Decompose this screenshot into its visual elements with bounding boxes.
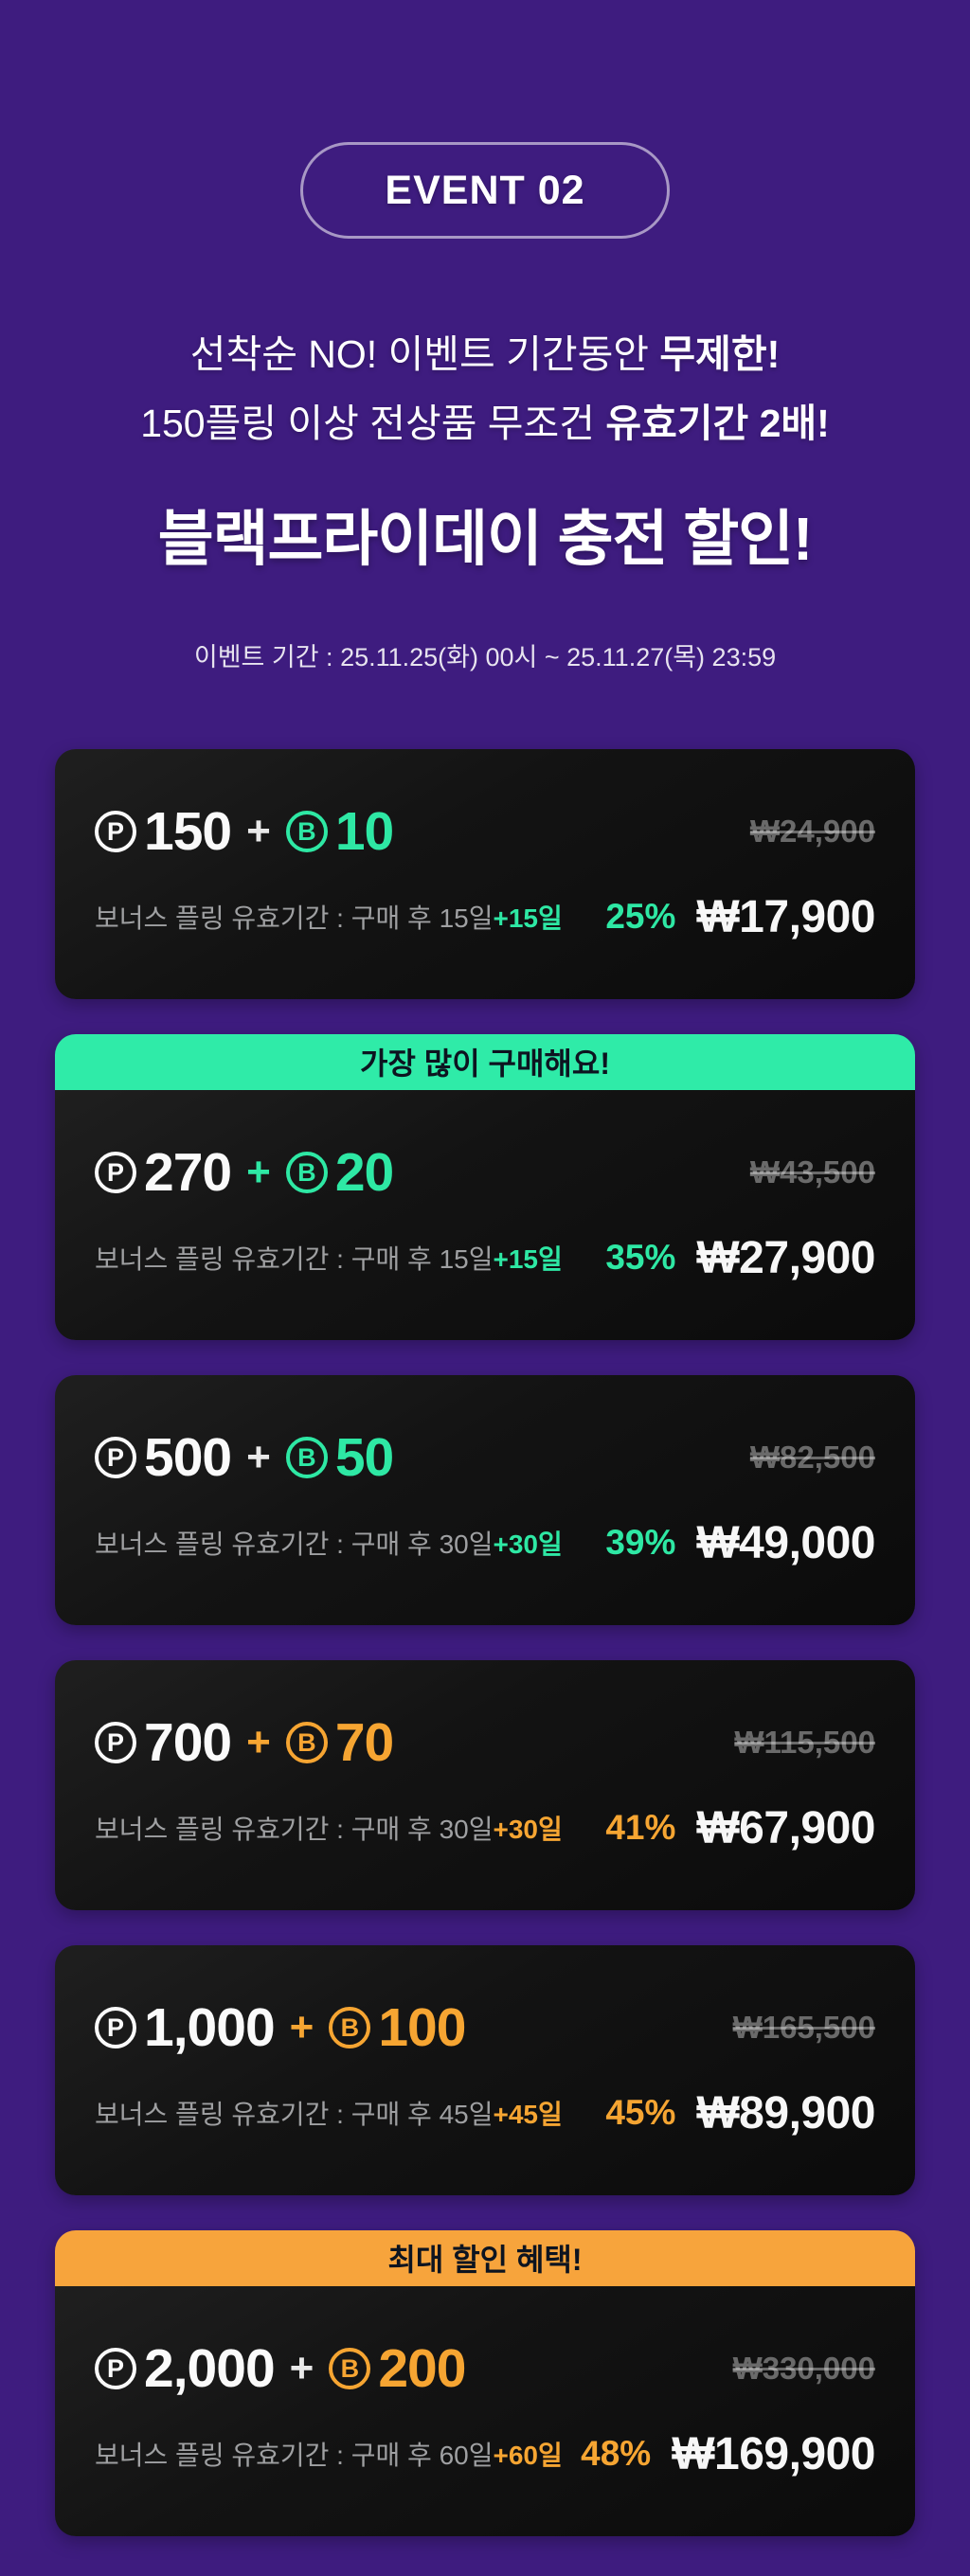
subtitle-line1: 선착순 NO! 이벤트 기간동안 무제한!	[189, 332, 781, 376]
max-discount-badge: 최대 할인 혜택!	[55, 2229, 915, 2286]
package-amounts: P 1,000 + B 100	[95, 1996, 466, 2058]
plus-sign: +	[246, 1719, 271, 1766]
plus-sign: +	[246, 1434, 271, 1481]
original-price: ₩330,000	[732, 2351, 875, 2387]
point-amount: 700	[144, 1711, 232, 1773]
plus-sign: +	[246, 808, 271, 855]
subtitle-line2: 150플링 이상 전상품 무조건 유효기간 2배!	[140, 401, 830, 445]
package-amounts: P 500 + B 50	[95, 1426, 394, 1488]
package-amounts: P 2,000 + B 200	[95, 2337, 466, 2399]
bonus-coin-icon: B	[285, 1152, 328, 1194]
point-coin-icon: P	[95, 811, 136, 853]
point-amount: 2,000	[144, 2337, 276, 2399]
package-amounts: P 270 + B 20	[95, 1141, 394, 1203]
plus-sign: +	[289, 2004, 314, 2051]
product-card-1000[interactable]: P 1,000 + B 100 ₩165,500 보너스 플링 유효기간 : 구…	[55, 1944, 915, 2195]
sale-price: ₩169,900	[672, 2428, 875, 2479]
original-price: ₩82,500	[749, 1440, 875, 1476]
validity-note: 보너스 플링 유효기간 : 구매 후 60일+60일	[95, 2441, 563, 2471]
deal-price-group: 35% ₩27,900	[605, 1232, 875, 1284]
bonus-amount: 10	[334, 800, 394, 862]
point-coin-icon: P	[95, 2007, 136, 2049]
deal-price-group: 25% ₩17,900	[605, 891, 875, 943]
point-coin-icon: P	[95, 1437, 136, 1479]
bonus-coin-icon: B	[285, 1437, 328, 1479]
validity-bonus: +30일	[493, 1815, 563, 1845]
sale-price: ₩67,900	[696, 1802, 875, 1853]
point-coin-icon: P	[95, 2348, 136, 2390]
deal-price-group: 48% ₩169,900	[581, 2428, 875, 2480]
validity-note: 보너스 플링 유효기간 : 구매 후 15일+15일	[95, 1244, 563, 1275]
bonus-amount: 50	[334, 1426, 394, 1488]
discount-percent: 39%	[605, 1523, 676, 1563]
original-price: ₩24,900	[749, 814, 875, 850]
plus-sign: +	[289, 2345, 314, 2392]
deal-price-group: 45% ₩89,900	[605, 2087, 875, 2139]
package-amounts: P 700 + B 70	[95, 1711, 394, 1773]
point-coin-icon: P	[95, 1152, 136, 1194]
product-card-2000[interactable]: 최대 할인 혜택! P 2,000 + B 200 ₩330,000 보너스 플…	[55, 2229, 915, 2536]
best-seller-badge: 가장 많이 구매해요!	[55, 1033, 915, 1090]
validity-note: 보너스 플링 유효기간 : 구매 후 15일+15일	[95, 903, 563, 934]
event-period: 이벤트 기간 : 25.11.25(화) 00시 ~ 25.11.27(목) 2…	[193, 642, 777, 671]
original-price: ₩165,500	[732, 2010, 875, 2046]
product-card-500[interactable]: P 500 + B 50 ₩82,500 보너스 플링 유효기간 : 구매 후 …	[55, 1374, 915, 1625]
discount-percent: 35%	[605, 1238, 676, 1278]
product-card-list: P 150 + B 10 ₩24,900 보너스 플링 유효기간 : 구매 후 …	[55, 748, 915, 2536]
product-card-700[interactable]: P 700 + B 70 ₩115,500 보너스 플링 유효기간 : 구매 후…	[55, 1659, 915, 1910]
bonus-coin-icon: B	[329, 2348, 371, 2390]
point-amount: 500	[144, 1426, 232, 1488]
discount-percent: 25%	[605, 897, 676, 937]
page-title: 블랙프라이데이 충전 할인!	[157, 504, 814, 573]
bonus-amount: 100	[378, 1996, 466, 2058]
event-number-badge: EVENT 02	[300, 142, 670, 239]
bonus-coin-icon: B	[285, 811, 328, 853]
validity-bonus: +60일	[493, 2441, 563, 2471]
bonus-coin-icon: B	[285, 1722, 328, 1764]
point-amount: 270	[144, 1141, 232, 1203]
event-subtitle: 선착순 NO! 이벤트 기간동안 무제한! 150플링 이상 전상품 무조건 유…	[0, 320, 970, 458]
validity-bonus: +15일	[493, 903, 563, 934]
validity-note: 보너스 플링 유효기간 : 구매 후 30일+30일	[95, 1530, 563, 1560]
sale-price: ₩49,000	[696, 1517, 875, 1568]
discount-percent: 45%	[605, 2093, 676, 2133]
plus-sign: +	[246, 1149, 271, 1196]
deal-price-group: 41% ₩67,900	[605, 1802, 875, 1854]
validity-bonus: +45일	[493, 2100, 563, 2130]
bonus-amount: 20	[334, 1141, 394, 1203]
point-amount: 150	[144, 800, 232, 862]
bonus-amount: 70	[334, 1711, 394, 1773]
point-coin-icon: P	[95, 1722, 136, 1764]
sale-price: ₩27,900	[696, 1232, 875, 1283]
validity-bonus: +15일	[493, 1244, 563, 1275]
product-card-150[interactable]: P 150 + B 10 ₩24,900 보너스 플링 유효기간 : 구매 후 …	[55, 748, 915, 999]
package-amounts: P 150 + B 10	[95, 800, 394, 862]
product-card-270[interactable]: 가장 많이 구매해요! P 270 + B 20 ₩43,500 보너스 플링 …	[55, 1033, 915, 1340]
validity-bonus: +30일	[493, 1530, 563, 1560]
bonus-coin-icon: B	[329, 2007, 371, 2049]
original-price: ₩43,500	[749, 1154, 875, 1190]
validity-note: 보너스 플링 유효기간 : 구매 후 30일+30일	[95, 1815, 563, 1845]
discount-percent: 41%	[605, 1808, 676, 1848]
deal-price-group: 39% ₩49,000	[605, 1517, 875, 1569]
discount-percent: 48%	[581, 2434, 652, 2474]
sale-price: ₩17,900	[696, 891, 875, 942]
point-amount: 1,000	[144, 1996, 276, 2058]
validity-note: 보너스 플링 유효기간 : 구매 후 45일+45일	[95, 2100, 563, 2130]
original-price: ₩115,500	[734, 1725, 875, 1761]
sale-price: ₩89,900	[696, 2087, 875, 2138]
bonus-amount: 200	[378, 2337, 466, 2399]
